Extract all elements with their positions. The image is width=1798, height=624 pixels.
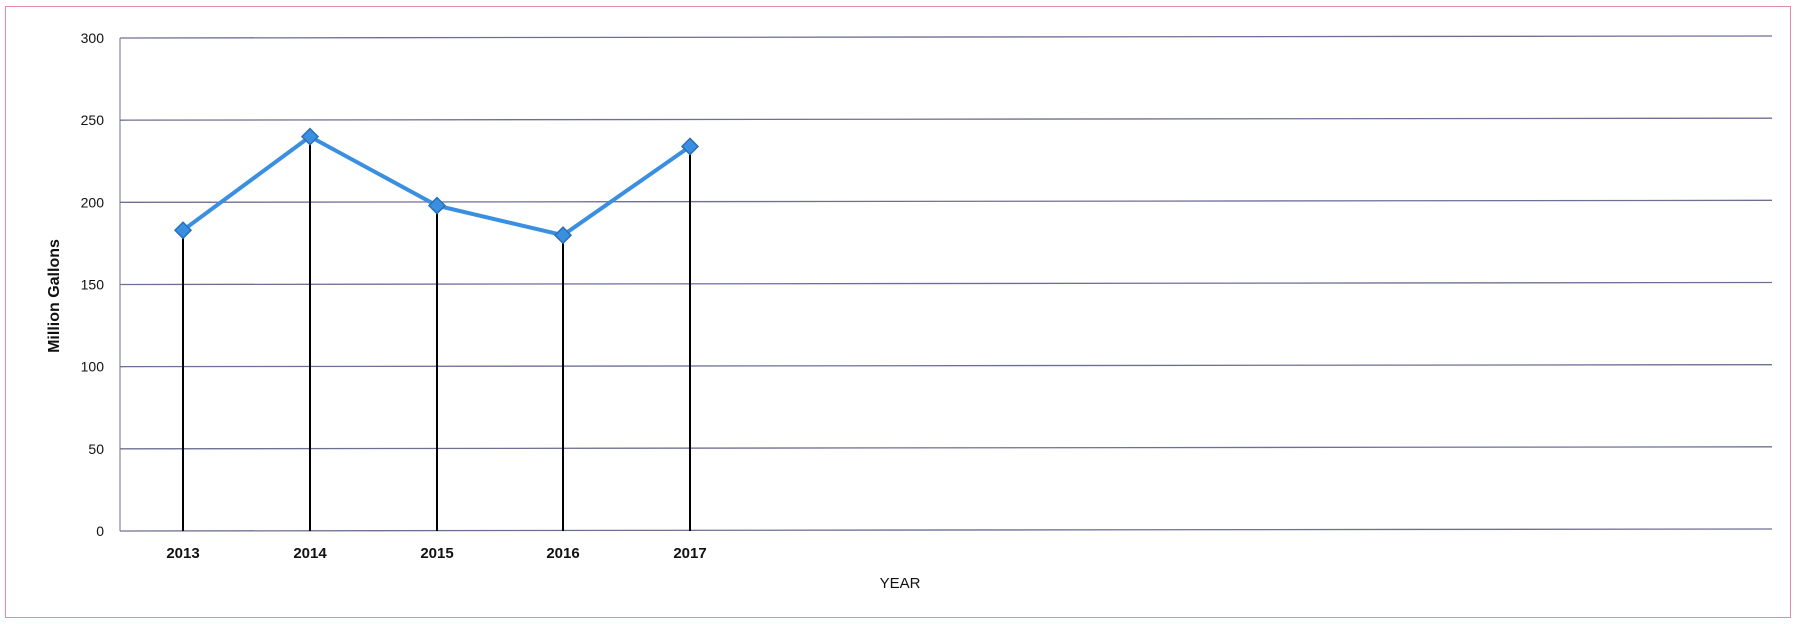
- x-tick-label: 2015: [420, 545, 453, 562]
- y-tick-label: 100: [81, 359, 105, 375]
- gridline: [119, 281, 1773, 286]
- data-point: [300, 127, 320, 146]
- data-point: [427, 196, 447, 215]
- y-tick-label: 50: [88, 441, 104, 457]
- gridlines: [119, 35, 1773, 532]
- gridline: [119, 364, 1773, 368]
- y-tick-label: 200: [81, 194, 105, 210]
- gridline: [119, 199, 1773, 203]
- gridline: [119, 117, 1773, 121]
- x-tick-label: 2016: [546, 545, 579, 562]
- data-point: [173, 221, 193, 240]
- y-tick-label: 0: [96, 523, 104, 539]
- series-markers: [173, 127, 700, 245]
- gridline: [119, 528, 1773, 532]
- x-tick-label: 2013: [166, 545, 199, 562]
- y-tick-label: 300: [81, 30, 105, 46]
- data-point: [680, 137, 700, 156]
- chart-frame: [5, 6, 1791, 618]
- y-axis-title: Million Gallons: [46, 239, 63, 353]
- y-tick-labels: 0 50 100 150 200 250 300: [81, 30, 105, 539]
- x-tick-label: 2017: [673, 545, 706, 562]
- y-tick-label: 250: [81, 112, 105, 128]
- x-axis-title: YEAR: [880, 575, 921, 592]
- y-tick-label: 150: [81, 277, 105, 293]
- gridline: [119, 35, 1773, 39]
- drop-lines: [182, 136, 691, 531]
- gridline: [119, 446, 1773, 450]
- x-tick-label: 2014: [293, 545, 327, 562]
- data-point: [553, 226, 573, 245]
- x-tick-labels: 2013 2014 2015 2016 2017: [166, 545, 706, 562]
